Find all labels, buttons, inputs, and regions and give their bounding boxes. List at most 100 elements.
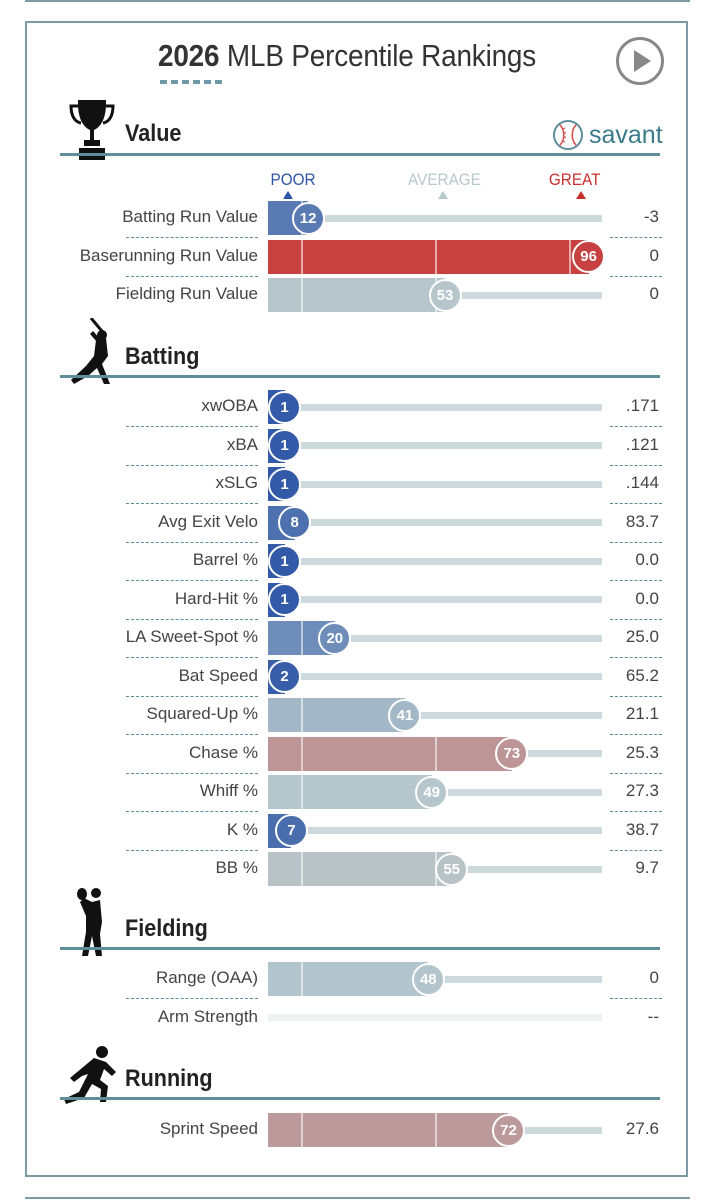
percentile-bar (268, 239, 589, 274)
row-divider (126, 541, 258, 543)
row-divider (126, 275, 258, 277)
row-divider (126, 657, 258, 658)
row-divider (610, 618, 662, 620)
row-divider (610, 580, 662, 581)
baseball-icon (553, 120, 583, 150)
metric-label: Range (OAA) (155, 968, 258, 987)
scale-average-arrow-icon (438, 191, 448, 199)
metric-value: 0 (649, 968, 659, 987)
percentile-track (268, 596, 602, 603)
percentile-gridline (301, 698, 304, 732)
bottom-divider (25, 1197, 690, 1199)
row-divider (126, 503, 258, 504)
percentile-bubble: 72 (491, 1113, 525, 1147)
metric-label: Chase % (189, 742, 258, 762)
percentile-track (268, 1014, 602, 1021)
metric-value: 21.1 (625, 704, 659, 723)
row-divider (610, 734, 662, 735)
percentile-bubble: 1 (268, 583, 301, 616)
title-underline (160, 80, 226, 84)
percentile-bubble: 49 (415, 775, 449, 809)
row-divider (610, 237, 662, 238)
percentile-gridline (435, 1113, 437, 1147)
percentile-bubble: 1 (268, 429, 301, 462)
row-divider (126, 237, 258, 238)
percentile-track (268, 403, 602, 411)
percentile-bubble: 7 (274, 814, 308, 847)
row-divider (126, 849, 258, 851)
metric-value: 38.7 (625, 819, 659, 839)
percentile-track (268, 214, 602, 222)
section-rule-value (60, 153, 660, 156)
title-year: 2026 (158, 38, 220, 73)
batter-icon (71, 318, 110, 384)
percentile-bubble: 20 (318, 621, 352, 655)
percentile-gridline (301, 239, 304, 274)
metric-value: 25.0 (625, 627, 659, 646)
percentile-gridline (301, 278, 304, 312)
metric-label: xSLG (215, 473, 258, 492)
metric-label: Barrel % (192, 550, 258, 569)
percentile-track (268, 442, 602, 449)
metric-value: 0 (649, 284, 659, 303)
row-divider (610, 811, 662, 812)
top-divider (25, 0, 690, 2)
percentile-bubble: 1 (268, 467, 301, 501)
metric-label: xwOBA (201, 396, 258, 415)
percentile-bubble: 41 (388, 698, 422, 732)
fielder-icon (77, 888, 102, 956)
metric-label: Squared-Up % (146, 704, 258, 723)
play-button[interactable] (615, 36, 665, 86)
row-divider (610, 849, 662, 851)
percentile-track (268, 827, 602, 834)
percentile-bubble: 2 (268, 660, 301, 693)
percentile-bubble: 1 (268, 544, 301, 578)
percentile-gridline (301, 962, 304, 996)
row-divider (126, 426, 258, 427)
metric-value: 83.7 (625, 511, 659, 531)
percentile-bubble: 96 (572, 240, 606, 273)
metric-label: Sprint Speed (159, 1119, 258, 1138)
metric-label: Arm Strength (157, 1006, 258, 1026)
scale-great-label: GREAT (548, 170, 601, 189)
metric-value: .171 (625, 396, 659, 415)
percentile-bubble: 12 (291, 201, 325, 235)
percentile-gridline (435, 239, 437, 274)
percentile-bar (268, 1113, 509, 1147)
percentile-bubble: 55 (435, 852, 469, 886)
percentile-bar (268, 852, 452, 886)
metric-value: -- (647, 1006, 659, 1026)
percentile-track (268, 519, 602, 526)
metric-label: Whiff % (199, 781, 258, 800)
percentile-bubble: 48 (411, 962, 445, 996)
row-divider (610, 657, 662, 658)
row-divider (126, 464, 258, 466)
metric-label: LA Sweet-Spot % (125, 627, 258, 646)
percentile-gridline (301, 852, 304, 886)
metric-label: Bat Speed (178, 665, 258, 685)
row-divider (610, 464, 662, 466)
trophy-icon (69, 100, 115, 160)
percentile-track (268, 634, 602, 642)
row-divider (610, 275, 662, 277)
percentile-bubble: 53 (428, 278, 462, 312)
metric-label: K % (226, 819, 258, 839)
metric-value: 0 (649, 245, 659, 265)
percentile-gridline (301, 775, 304, 809)
metric-value: 0.0 (635, 588, 659, 608)
scale-poor-label: POOR (270, 170, 316, 189)
percentile-track (268, 480, 602, 488)
row-divider (610, 772, 662, 774)
percentile-track (268, 557, 602, 565)
section-rule-batting (60, 375, 660, 378)
percentile-gridline (301, 621, 304, 655)
metric-value: 0.0 (635, 550, 659, 569)
section-title-running: Running (125, 1065, 213, 1092)
section-rule-fielding (60, 947, 660, 950)
scale-average-label: AVERAGE (408, 170, 481, 189)
scale-poor-arrow-icon (283, 191, 293, 199)
percentile-bubble: 1 (268, 390, 301, 424)
row-divider (610, 695, 662, 697)
percentile-gridline (301, 1113, 304, 1147)
row-divider (126, 772, 258, 774)
